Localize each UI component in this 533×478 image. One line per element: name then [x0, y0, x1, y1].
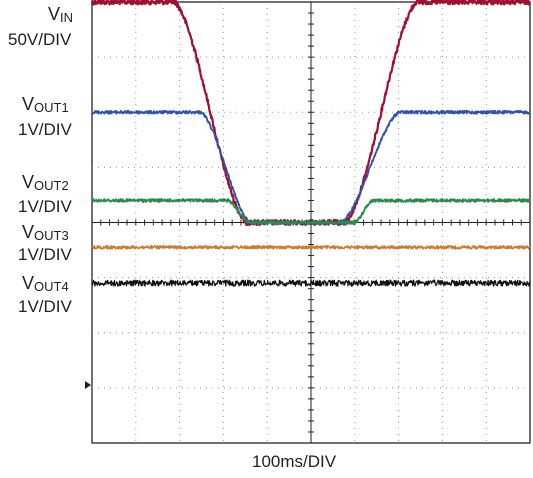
trace-vin — [90, 0, 531, 227]
scale-vout1: 1V/DIV — [18, 120, 72, 139]
scale-vout3: 1V/DIV — [18, 245, 72, 264]
scale-vout2: 1V/DIV — [18, 197, 72, 216]
label-vin: VIN — [48, 4, 74, 25]
x-axis-label: 100ms/DIV — [252, 452, 337, 471]
scale-vin: 50V/DIV — [8, 30, 72, 49]
label-vout2: VOUT2 — [22, 172, 69, 193]
trace-vout4 — [91, 279, 531, 287]
ground-marker-icon — [85, 381, 91, 389]
trace-vout2 — [91, 198, 531, 225]
trace-vout3 — [91, 245, 531, 250]
label-vout1: VOUT1 — [22, 94, 69, 115]
scale-vout4: 1V/DIV — [18, 297, 72, 316]
label-vout3: VOUT3 — [22, 222, 69, 243]
traces — [90, 0, 531, 287]
label-vout4: VOUT4 — [22, 273, 69, 294]
